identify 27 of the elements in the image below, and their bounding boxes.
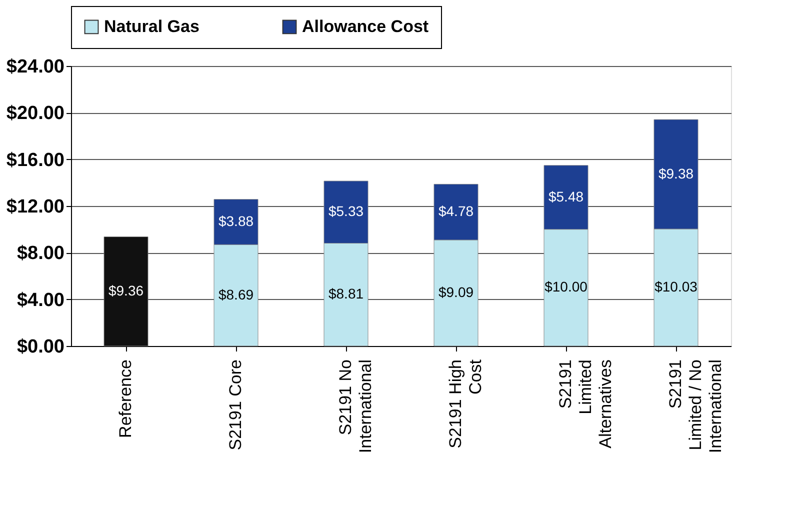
data-label: $4.78: [438, 203, 474, 220]
legend-label: Allowance Cost: [302, 16, 429, 36]
data-label: $8.81: [328, 286, 364, 302]
x-tick-label: S2191 No International: [336, 360, 375, 454]
y-tick-label: $24.00: [6, 56, 64, 78]
data-label: $3.88: [218, 212, 254, 229]
y-tick-label: $4.00: [16, 290, 64, 311]
data-label: $10.03: [654, 278, 698, 294]
x-tick-label: Reference: [116, 360, 135, 438]
x-tick-label: S2191 High Cost: [446, 359, 485, 448]
data-label: $9.36: [108, 282, 144, 298]
data-label: $10.00: [544, 278, 588, 295]
y-tick-label: $16.00: [6, 150, 64, 171]
y-tick-label: $20.00: [6, 103, 64, 124]
y-tick-label: $0.00: [16, 336, 64, 358]
legend-label: Natural Gas: [104, 16, 200, 36]
x-tick-label: S2191 Core: [226, 360, 245, 450]
data-label: $8.69: [218, 286, 254, 302]
y-tick-label: $8.00: [16, 243, 64, 264]
bar: [104, 236, 148, 346]
data-label: $9.38: [658, 165, 694, 182]
x-tick-label: S2191 Limited / No International: [666, 360, 725, 454]
data-label: $5.33: [328, 203, 364, 220]
x-tick-label: S2191 Limited Alternatives: [556, 360, 615, 448]
data-label: $5.48: [548, 188, 584, 204]
data-label: $9.09: [438, 284, 474, 300]
y-tick-label: $12.00: [6, 196, 64, 218]
